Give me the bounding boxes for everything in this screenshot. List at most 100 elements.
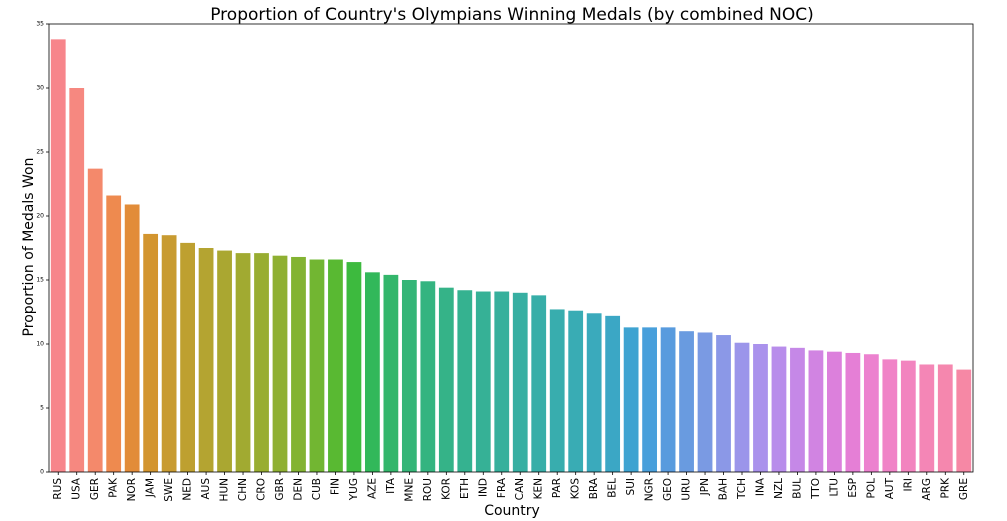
x-tick-label: GRE [958, 478, 970, 500]
bar-cro [254, 253, 269, 472]
x-tick-label: AZE [366, 478, 378, 499]
bar-bul [790, 347, 805, 472]
bar-par [549, 309, 565, 472]
bar-aze [365, 272, 380, 472]
x-tick-label: PRK [939, 477, 951, 499]
x-tick-label: CRO [256, 478, 268, 501]
x-tick-label: CUB [311, 478, 323, 500]
y-axis-label: Proportion of Medals Won [21, 158, 37, 337]
x-tick-label: SUI [625, 478, 637, 495]
chart-title: Proportion of Country's Olympians Winnin… [210, 5, 814, 25]
x-tick-label: ROU [422, 478, 434, 501]
bar-bra [586, 313, 602, 472]
bar-chn [235, 253, 251, 472]
x-tick-label: LTU [828, 478, 840, 497]
bar-ned [180, 242, 195, 472]
bar-fin [328, 259, 343, 472]
bar-bah [716, 335, 731, 472]
x-tick-label: RUS [52, 478, 64, 500]
bar-jpn [697, 332, 713, 472]
bar-aus [198, 248, 214, 472]
x-tick-label: BEL [607, 478, 619, 498]
bar-prk [937, 364, 953, 472]
bar-rus [50, 39, 66, 473]
x-tick-label: NOR [126, 478, 138, 501]
bar-cub [309, 259, 325, 472]
x-tick-label: ITA [385, 477, 397, 494]
y-tick-label: 20 [36, 213, 44, 220]
bar-arg [919, 364, 935, 472]
x-tick-label: CAN [514, 478, 526, 500]
bar-ltu [827, 351, 842, 472]
bar-tch [734, 342, 750, 472]
bar-rou [420, 281, 436, 472]
x-tick-label: GBR [274, 478, 286, 501]
x-tick-label: URU [681, 478, 693, 501]
x-tick-label: IND [477, 478, 489, 497]
x-tick-label: NZL [773, 478, 785, 499]
y-axis-ticks: 0 5 10 15 20 25 30 35 [36, 21, 49, 476]
y-tick-label: 25 [36, 149, 44, 156]
x-tick-label: POL [865, 478, 877, 499]
x-tick-label: AUS [200, 478, 212, 500]
x-tick-label: ETH [459, 478, 471, 499]
x-tick-label: USA [71, 477, 83, 500]
bar-bel [605, 315, 621, 472]
x-tick-label: TTO [810, 478, 822, 500]
bar-kos [568, 310, 584, 472]
x-tick-label: HUN [219, 478, 231, 501]
x-tick-label: BAH [718, 478, 730, 500]
x-tick-label: MNE [403, 478, 415, 502]
x-tick-label: KOS [570, 478, 582, 500]
x-axis-label: Country [484, 503, 540, 519]
y-tick-label: 10 [36, 341, 44, 348]
bar-swe [161, 235, 177, 472]
bar-iri [900, 360, 916, 472]
bar-gre [956, 369, 972, 472]
bar-pol [863, 354, 879, 472]
bar-hun [217, 250, 232, 472]
x-tick-label: AUT [884, 477, 896, 499]
x-tick-label: BRA [588, 477, 600, 499]
bar-sui [623, 327, 639, 472]
x-tick-label: NGR [644, 478, 656, 501]
y-tick-label: 5 [40, 405, 44, 412]
bar-ind [475, 291, 491, 472]
x-tick-label: GER [89, 478, 101, 500]
x-tick-label: ARG [921, 478, 933, 501]
x-tick-label: GEO [662, 478, 674, 501]
bar-can [512, 292, 528, 472]
bar-ina [753, 344, 768, 472]
bar-usa [69, 88, 85, 472]
x-tick-label: ESP [847, 478, 859, 498]
bar-fra [494, 291, 510, 472]
y-tick-label: 15 [36, 277, 44, 284]
x-tick-label: KOR [440, 478, 452, 500]
x-tick-label: PAK [108, 477, 120, 498]
x-tick-label: DEN [292, 478, 304, 501]
x-tick-label: INA [754, 477, 766, 496]
bar-mne [401, 280, 417, 472]
bar-nor [124, 204, 140, 473]
bar-jam [143, 233, 159, 472]
bars-layer [50, 39, 972, 473]
y-tick-label: 35 [36, 21, 44, 28]
y-tick-label: 0 [40, 469, 44, 476]
bar-kor [438, 287, 454, 472]
plot-frame [48, 23, 974, 473]
bar-eth [457, 290, 473, 472]
x-tick-label: BUL [791, 478, 803, 499]
bar-nzl [771, 346, 787, 472]
bar-ger [87, 168, 103, 472]
x-tick-label: FIN [329, 478, 341, 495]
x-tick-label: PAR [551, 478, 563, 498]
x-tick-label: SWE [163, 478, 175, 502]
x-tick-label: NED [182, 478, 194, 501]
x-tick-label: IRI [902, 478, 914, 492]
bar-pak [106, 195, 122, 472]
bar-aut [882, 359, 898, 472]
bar-den [291, 256, 306, 472]
bar-esp [845, 352, 861, 472]
y-tick-label: 30 [36, 85, 44, 92]
